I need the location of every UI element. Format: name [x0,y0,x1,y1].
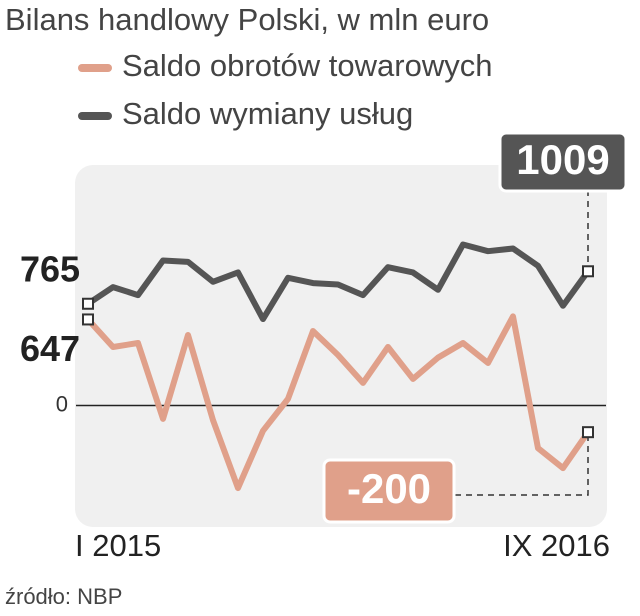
point-marker [582,265,594,278]
callout-box [498,131,628,193]
series-line [85,313,591,492]
value-label: -200 [347,465,431,512]
callout-box [322,458,456,524]
x-tick-label: I 2015 [75,528,161,563]
x-tick-label: IX 2016 [503,528,610,563]
legend-label: Saldo obrotów towarowych [122,48,492,83]
value-label: 647 [20,328,80,369]
point-marker [82,313,94,326]
point-marker [82,297,94,310]
chart-title: Bilans handlowy Polski, w mln euro [5,2,489,37]
source: źródło: NBP [5,584,122,609]
value-label: 1009 [516,136,609,183]
y-tick-label: 0 [56,391,68,416]
leader [455,432,589,496]
series-line [86,241,591,323]
plot-background [75,165,607,527]
legend-label: Saldo wymiany usług [122,96,413,131]
value-label: 765 [20,248,80,289]
point-marker [582,426,594,439]
